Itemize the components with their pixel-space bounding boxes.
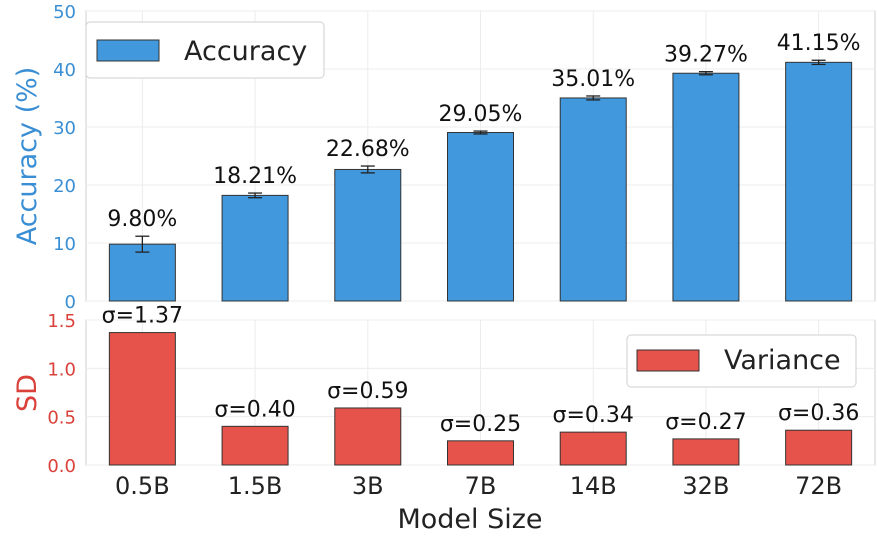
x-tick-label: 3B [352, 472, 384, 500]
sd-y-axis-label: SD [12, 374, 43, 412]
accuracy-error-bars [135, 59, 826, 253]
y-tick-label: 1.5 [47, 311, 76, 332]
accuracy-bar [221, 194, 289, 302]
accuracy-data-label: 41.15% [777, 31, 861, 56]
accuracy-data-label: 9.80% [107, 207, 177, 232]
x-tick-label: 1.5B [228, 472, 283, 500]
sd-data-label: σ=0.27 [665, 410, 746, 435]
accuracy-legend-box [85, 21, 325, 79]
y-tick-label: 30 [53, 118, 76, 139]
accuracy-bar [559, 97, 627, 302]
y-tick-label: 0 [65, 292, 76, 313]
sd-legend-label: Variance [724, 345, 841, 376]
x-tick-label: 72B [795, 472, 842, 500]
y-tick-label: 40 [53, 60, 76, 81]
accuracy-bar [785, 61, 853, 302]
sd-bar [785, 429, 853, 466]
y-tick-label: 10 [53, 234, 76, 255]
error-bar [473, 130, 488, 135]
sd-data-label: σ=1.37 [102, 304, 183, 329]
sd-legend-swatch [636, 349, 700, 372]
accuracy-bars [108, 61, 853, 302]
x-tick-label: 14B [570, 472, 617, 500]
sd-legend-box [626, 334, 857, 388]
y-tick-label: 0.5 [47, 408, 76, 429]
y-tick-label: 0.0 [47, 456, 76, 477]
sd-bars [108, 332, 853, 466]
sd-panel: σ=1.37 σ=0.40 σ=0.59 σ=0.25 σ=0.34 σ=0.27 σ=0.… [12, 304, 876, 535]
accuracy-y-tick-labels: 0 10 20 30 40 50 [53, 2, 76, 313]
error-bar [248, 192, 263, 199]
accuracy-data-label: 35.01% [551, 67, 635, 92]
accuracy-bar [672, 72, 740, 302]
sd-bar [672, 438, 740, 466]
accuracy-data-labels: 9.80% 18.21% 22.68% 29.05% 35.01% 39.27% 41.15… [107, 31, 860, 232]
sd-bar [221, 425, 289, 466]
accuracy-panel: 9.80% 18.21% 22.68% 29.05% 35.01% 39.27% 41.15… [12, 2, 876, 313]
accuracy-data-label: 18.21% [213, 164, 297, 189]
x-tick-label: 32B [682, 472, 729, 500]
x-axis-label: Model Size [397, 504, 542, 535]
accuracy-bar [108, 243, 176, 302]
y-tick-label: 20 [53, 176, 76, 197]
x-tick-labels: 0.5B 1.5B 3B 7B 14B 32B 72B [115, 472, 842, 500]
accuracy-bar [447, 132, 514, 302]
y-tick-label: 1.0 [47, 359, 76, 380]
sd-data-label: σ=0.59 [327, 379, 408, 404]
x-tick-label: 7B [465, 472, 497, 500]
sd-data-label: σ=0.34 [553, 403, 634, 428]
sd-data-label: σ=0.36 [778, 401, 859, 426]
sd-data-labels: σ=1.37 σ=0.40 σ=0.59 σ=0.25 σ=0.34 σ=0.27 σ=0.… [102, 304, 860, 437]
accuracy-legend-label: Accuracy [184, 36, 307, 67]
accuracy-bar [334, 168, 402, 302]
error-bar [586, 95, 601, 101]
y-tick-label: 50 [53, 2, 76, 23]
sd-bar [559, 431, 627, 466]
accuracy-data-label: 39.27% [664, 43, 748, 68]
sd-y-tick-labels: 0.0 0.5 1.0 1.5 [47, 311, 76, 477]
sd-data-label: σ=0.40 [214, 397, 295, 422]
error-bar [698, 71, 713, 76]
sd-legend: Variance [626, 334, 857, 388]
accuracy-data-label: 22.68% [326, 137, 410, 162]
error-bar [811, 59, 826, 66]
error-bar [135, 235, 150, 253]
accuracy-legend: Accuracy [85, 21, 325, 79]
sd-bar [108, 332, 176, 466]
sd-data-label: σ=0.25 [440, 412, 521, 437]
sd-bar [334, 407, 402, 466]
x-tick-label: 0.5B [115, 472, 170, 500]
error-bar [360, 165, 375, 174]
accuracy-y-axis-label: Accuracy (%) [12, 67, 43, 246]
sd-bar [447, 440, 514, 466]
accuracy-data-label: 29.05% [439, 102, 523, 127]
accuracy-legend-swatch [96, 39, 160, 62]
